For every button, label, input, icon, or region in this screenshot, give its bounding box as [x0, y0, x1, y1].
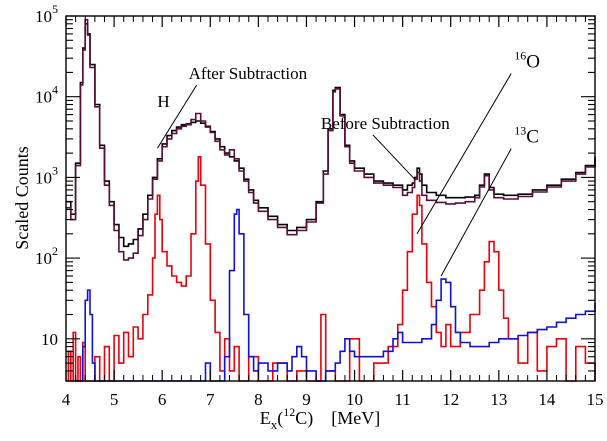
x-axis-title-unit: [MeV]: [331, 408, 380, 428]
x-tick-label: 9: [302, 390, 311, 409]
annotation-layer: H After Subtraction Before Subtraction 16O 1…: [156, 49, 540, 277]
annotation-h: H: [157, 92, 169, 111]
x-tick-label: 12: [442, 390, 459, 409]
annotation-line-before: [372, 134, 416, 180]
annotation-line-o16: [416, 73, 512, 235]
annotation-c13: 13C: [514, 124, 539, 148]
annotation-before: Before Subtraction: [321, 114, 450, 133]
annotation-line-after: [156, 84, 198, 149]
y-tick-label: 104: [35, 83, 58, 107]
y-tick-label: 102: [35, 244, 58, 268]
plot-frame: [65, 15, 596, 382]
x-axis-title-sup: 12: [283, 405, 295, 419]
x-tick-label: 7: [206, 390, 215, 409]
y-tick-label: 10: [41, 330, 58, 349]
x-axis-title-sub: x: [271, 417, 278, 432]
series-c13: [75, 208, 596, 382]
x-axis-title-spacer: [313, 408, 331, 428]
annotation-line-c13: [440, 148, 512, 277]
x-axis-title-prefix: E: [260, 408, 271, 428]
x-axis-title: Ex(12C) [MeV]: [260, 405, 380, 432]
annotation-after: After Subtraction: [189, 64, 308, 83]
x-tick-label: 4: [62, 390, 71, 409]
y-axis-title: Scaled Counts: [12, 146, 32, 250]
x-tick-label: 5: [110, 390, 119, 409]
series-after: [66, 18, 596, 261]
series-layer: [66, 18, 596, 382]
x-axis-title-nucleus: C): [295, 408, 313, 429]
annotation-o16: 16O: [514, 49, 540, 73]
x-tick-label: 14: [538, 390, 556, 409]
x-tick-label: 6: [158, 390, 167, 409]
series-o16: [66, 156, 596, 382]
x-tick-label: 10: [346, 390, 363, 409]
y-tick-label: 105: [35, 2, 58, 26]
x-tick-label: 15: [587, 390, 604, 409]
tick-layer: 4 5 6 7 8 9 10 11 12 13 14 15 10 102 103 104 105: [35, 2, 604, 409]
y-tick-label: 103: [35, 163, 58, 187]
series-before: [66, 23, 596, 248]
x-tick-label: 13: [490, 390, 507, 409]
x-tick-label: 8: [254, 390, 263, 409]
x-tick-label: 11: [394, 390, 410, 409]
x-axis-title-open: (: [277, 408, 283, 429]
